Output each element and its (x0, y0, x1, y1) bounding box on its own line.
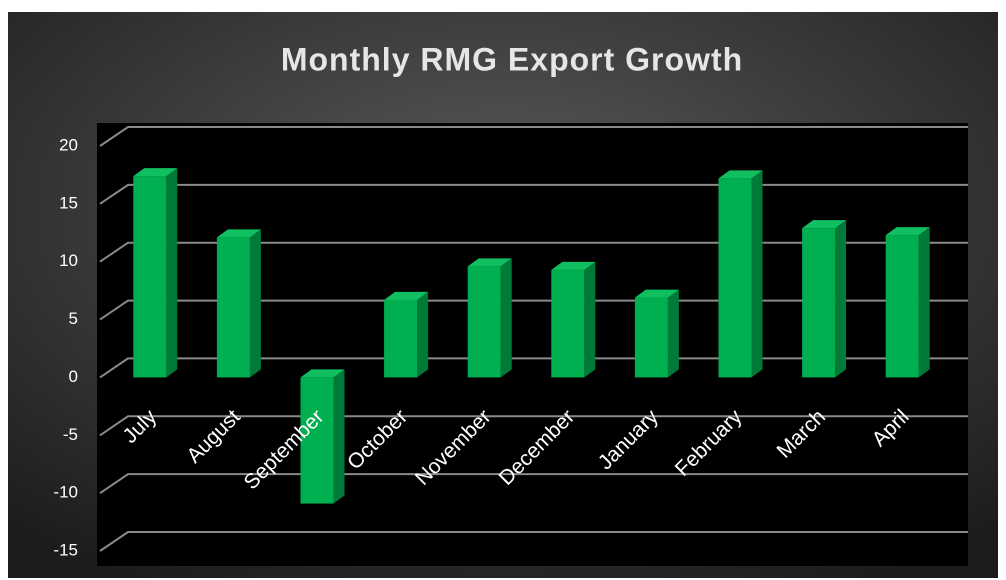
grid-line (99, 415, 968, 437)
bar-side (249, 229, 261, 378)
bar-side (500, 258, 512, 378)
bar (718, 178, 752, 378)
chart-title: Monthly RMG Export Growth (281, 41, 743, 77)
bar-top (300, 369, 345, 378)
bar-top (718, 170, 763, 179)
bar-top (885, 227, 930, 236)
bar-side (835, 220, 847, 378)
bar-side (166, 168, 178, 378)
bar (885, 235, 919, 378)
bar-side (584, 261, 596, 378)
bar-top (384, 291, 429, 300)
y-tick-label: 20 (59, 135, 78, 154)
bar-side (918, 227, 930, 378)
bar-top (467, 258, 512, 267)
bar-top (551, 261, 596, 270)
bar-top (133, 168, 178, 177)
y-tick-label: 0 (69, 367, 78, 386)
grid-line (99, 357, 968, 379)
y-tick-label: 15 (59, 193, 78, 212)
bar-top (802, 220, 847, 229)
bar-top (634, 289, 679, 298)
grid-line (99, 241, 968, 263)
grid-line (99, 183, 968, 205)
y-tick-label: 10 (59, 251, 78, 270)
bar-side (667, 289, 679, 378)
bar (133, 176, 167, 378)
bar (384, 299, 418, 378)
bar (802, 228, 836, 378)
bar (300, 377, 334, 504)
y-tick-label: 5 (69, 309, 78, 328)
bar-top (216, 229, 261, 238)
grid-line (99, 299, 968, 321)
grid-line (99, 126, 968, 147)
bar-side (751, 170, 763, 378)
bar (551, 269, 585, 378)
bar (467, 266, 501, 378)
bar (634, 297, 668, 378)
bar-side (417, 291, 429, 378)
y-tick-label: -15 (53, 540, 78, 559)
grid-line (99, 531, 968, 552)
y-tick-label: -10 (53, 483, 78, 502)
grid-line (99, 473, 968, 494)
bar-side (333, 369, 345, 504)
bar (216, 237, 250, 378)
y-tick-label: -5 (63, 425, 78, 444)
